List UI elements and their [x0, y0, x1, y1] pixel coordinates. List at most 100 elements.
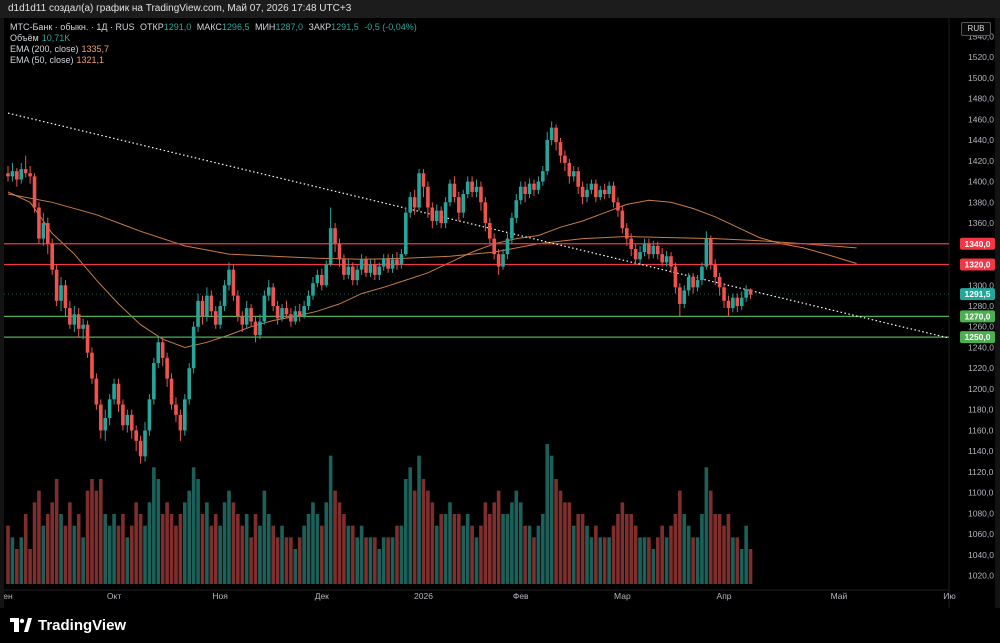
candle-body[interactable] — [169, 378, 174, 405]
candle-body[interactable] — [76, 314, 81, 329]
candle-body[interactable] — [744, 289, 748, 298]
candle-body[interactable] — [81, 324, 85, 329]
candle-body[interactable] — [731, 297, 735, 309]
candle-body[interactable] — [90, 352, 94, 379]
candle-body[interactable] — [678, 287, 682, 304]
candle-body[interactable] — [651, 245, 656, 255]
candle-body[interactable] — [10, 171, 15, 177]
candle-body[interactable] — [37, 207, 41, 239]
candle-body[interactable] — [320, 274, 324, 286]
candle-body[interactable] — [244, 308, 249, 325]
candle-body[interactable] — [580, 186, 585, 198]
candle-body[interactable] — [187, 368, 192, 400]
candle-body[interactable] — [107, 399, 112, 418]
candle-body[interactable] — [311, 283, 315, 296]
candle-body[interactable] — [647, 243, 651, 255]
candle-body[interactable] — [421, 173, 426, 187]
candle-body[interactable] — [448, 183, 452, 203]
candle-body[interactable] — [19, 169, 24, 180]
ema50-row[interactable]: EMA (50, close) 1321,1 — [10, 55, 417, 66]
candle-body[interactable] — [231, 269, 236, 296]
candle-body[interactable] — [514, 200, 519, 218]
candle-body[interactable] — [602, 189, 607, 194]
candle-body[interactable] — [103, 418, 108, 431]
candle-body[interactable] — [368, 264, 373, 273]
candle-body[interactable] — [545, 140, 550, 172]
candle-body[interactable] — [518, 186, 523, 201]
candle-body[interactable] — [32, 176, 37, 208]
candle-body[interactable] — [200, 300, 205, 317]
candle-body[interactable] — [461, 194, 466, 213]
candle-body[interactable] — [377, 266, 382, 275]
candle-body[interactable] — [253, 321, 258, 336]
candle-body[interactable] — [227, 269, 231, 286]
candle-body[interactable] — [116, 383, 121, 405]
candle-body[interactable] — [713, 264, 717, 277]
candle-body[interactable] — [72, 314, 77, 325]
candle-body[interactable] — [541, 171, 545, 182]
candle-body[interactable] — [112, 383, 116, 400]
candle-body[interactable] — [434, 210, 439, 221]
candle-body[interactable] — [297, 311, 302, 317]
candle-body[interactable] — [386, 258, 390, 269]
candle-body[interactable] — [536, 181, 541, 190]
candle-body[interactable] — [342, 259, 346, 275]
candle-body[interactable] — [567, 162, 572, 177]
candle-body[interactable] — [479, 186, 483, 203]
candle-body[interactable] — [138, 440, 143, 457]
candle-body[interactable] — [695, 280, 700, 288]
volume-row[interactable]: Объём 10,71K — [10, 33, 417, 44]
candle-body[interactable] — [324, 264, 329, 286]
candle-body[interactable] — [611, 185, 616, 203]
candle-body[interactable] — [558, 142, 563, 156]
candle-body[interactable] — [359, 259, 364, 270]
candle-body[interactable] — [642, 243, 647, 253]
candle-body[interactable] — [134, 430, 138, 441]
candle-body[interactable] — [196, 300, 200, 327]
candle-body[interactable] — [240, 316, 245, 325]
candle-body[interactable] — [333, 228, 337, 244]
candle-body[interactable] — [143, 430, 147, 457]
candle-body[interactable] — [426, 186, 430, 208]
candle-body[interactable] — [470, 181, 474, 192]
candle-body[interactable] — [213, 311, 218, 325]
candle-body[interactable] — [412, 197, 417, 208]
candle-body[interactable] — [209, 295, 214, 312]
candle-body[interactable] — [465, 181, 470, 194]
candle-body[interactable] — [191, 326, 196, 369]
candle-body[interactable] — [443, 202, 448, 224]
candle-body[interactable] — [315, 274, 320, 284]
candle-body[interactable] — [717, 276, 722, 288]
candle-body[interactable] — [364, 259, 368, 273]
candle-body[interactable] — [492, 238, 496, 255]
candle-body[interactable] — [726, 300, 731, 309]
candle-body[interactable] — [585, 189, 589, 198]
candle-body[interactable] — [355, 269, 359, 281]
candle-body[interactable] — [501, 254, 505, 267]
candle-body[interactable] — [381, 258, 386, 267]
candle-body[interactable] — [735, 297, 740, 306]
candle-body[interactable] — [594, 183, 598, 198]
candle-body[interactable] — [23, 169, 28, 174]
candle-body[interactable] — [629, 238, 634, 249]
candle-body[interactable] — [439, 210, 443, 224]
candle-body[interactable] — [691, 276, 695, 288]
candle-body[interactable] — [682, 290, 687, 304]
candle-body[interactable] — [554, 127, 558, 143]
candle-body[interactable] — [289, 314, 293, 322]
candle-body[interactable] — [625, 228, 629, 239]
candle-body[interactable] — [510, 217, 514, 239]
candle-body[interactable] — [284, 308, 289, 315]
candle-body[interactable] — [68, 308, 72, 325]
candle-body[interactable] — [41, 223, 46, 239]
candle-body[interactable] — [350, 266, 355, 281]
trendline[interactable] — [7, 112, 950, 339]
candle-body[interactable] — [417, 173, 421, 208]
candle-body[interactable] — [28, 173, 32, 177]
candle-body[interactable] — [183, 399, 187, 431]
candle-body[interactable] — [483, 202, 488, 224]
chart-canvas[interactable]: 1540,0 1520,0 1500,0 1480,0 1460,0 1440,0 1420… — [4, 18, 995, 608]
candle-body[interactable] — [160, 342, 165, 358]
candle-body[interactable] — [337, 243, 342, 260]
candle-body[interactable] — [63, 285, 68, 309]
